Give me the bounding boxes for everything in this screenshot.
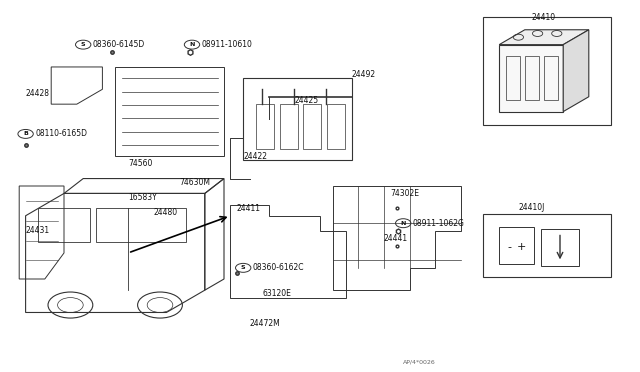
Polygon shape (499, 30, 589, 45)
Text: 74560: 74560 (128, 159, 152, 168)
Polygon shape (499, 45, 563, 112)
Text: 24441: 24441 (384, 234, 408, 243)
Text: S: S (241, 265, 246, 270)
Text: 74630M: 74630M (179, 178, 210, 187)
Text: 74302E: 74302E (390, 189, 419, 198)
Text: 24422: 24422 (243, 152, 268, 161)
Text: N: N (189, 42, 195, 47)
Text: -: - (508, 243, 511, 252)
Text: 16583Y: 16583Y (128, 193, 157, 202)
Text: 24492: 24492 (352, 70, 376, 79)
Text: 08360-6145D: 08360-6145D (93, 40, 145, 49)
Text: 08110-6165D: 08110-6165D (35, 129, 87, 138)
Text: 08360-6162C: 08360-6162C (253, 263, 304, 272)
Text: 08911-1062G: 08911-1062G (413, 219, 465, 228)
Text: 24480: 24480 (154, 208, 178, 217)
Text: N: N (401, 221, 406, 226)
Polygon shape (563, 30, 589, 112)
Text: 24410: 24410 (532, 13, 556, 22)
Text: B: B (23, 131, 28, 137)
Text: 24410J: 24410J (518, 203, 545, 212)
FancyBboxPatch shape (499, 227, 534, 264)
Text: 24428: 24428 (26, 89, 50, 97)
Text: 24425: 24425 (294, 96, 319, 105)
Text: 24411: 24411 (237, 204, 261, 213)
Text: 08911-10610: 08911-10610 (202, 40, 252, 49)
Text: +: + (517, 243, 527, 252)
Text: 24472M: 24472M (250, 319, 280, 328)
Text: 63120E: 63120E (262, 289, 291, 298)
Text: AP/4*0026: AP/4*0026 (403, 360, 436, 365)
Text: S: S (81, 42, 86, 47)
Text: 24431: 24431 (26, 226, 50, 235)
